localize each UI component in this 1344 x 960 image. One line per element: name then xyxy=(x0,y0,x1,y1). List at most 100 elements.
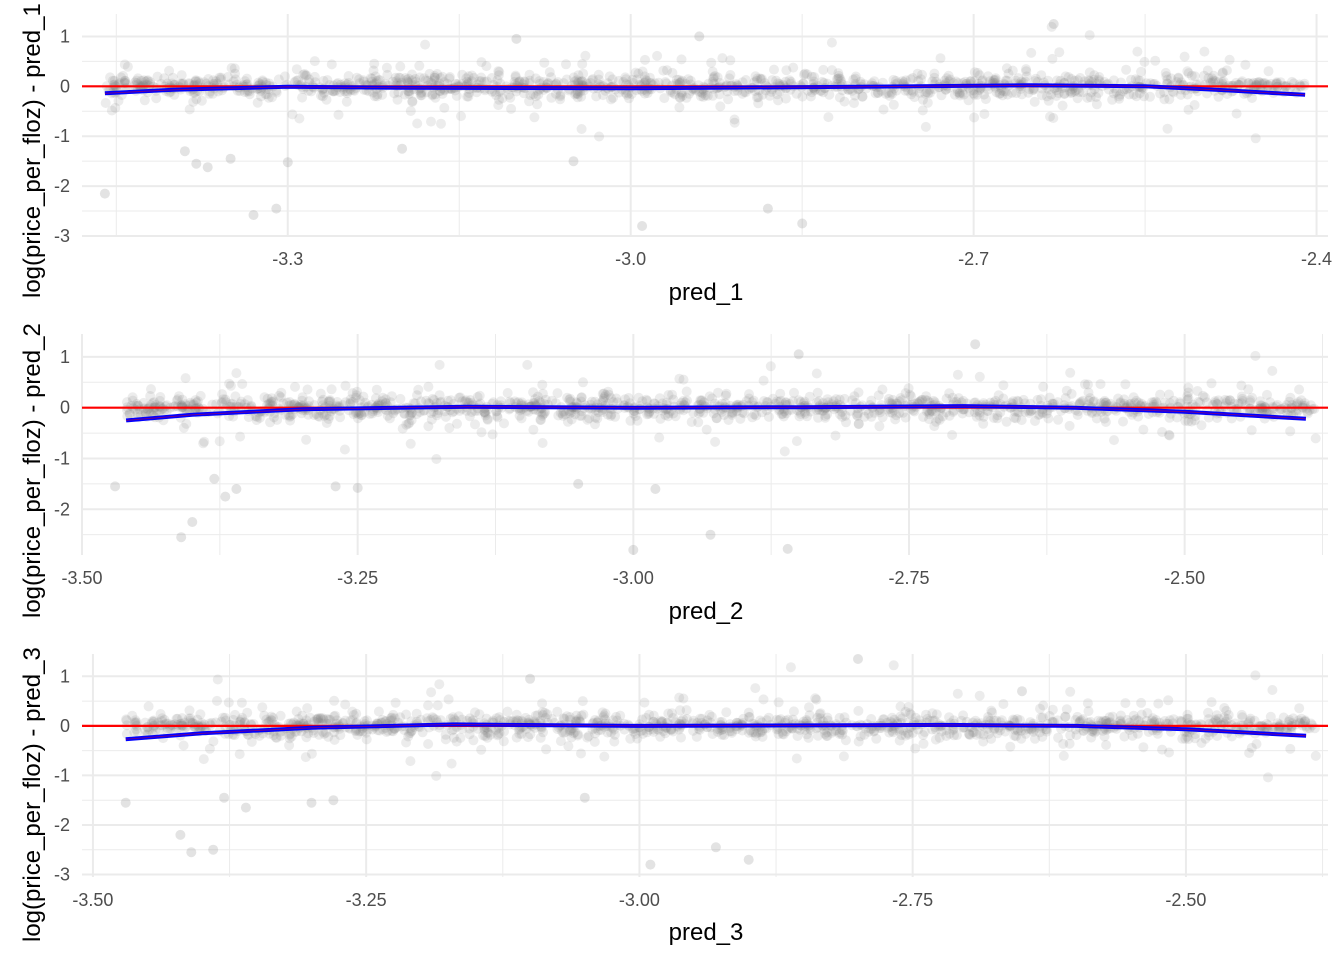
residual-point xyxy=(457,69,468,80)
residual-point xyxy=(1162,74,1173,85)
residual-point xyxy=(151,93,162,104)
residual-point xyxy=(903,701,914,712)
outlier-point xyxy=(202,162,213,173)
residual-point xyxy=(1086,87,1097,98)
residual-point xyxy=(1139,91,1149,102)
y-tick-label: 0 xyxy=(60,398,70,418)
outlier-point xyxy=(282,157,293,168)
residual-point xyxy=(1210,76,1220,87)
residual-point xyxy=(505,92,516,103)
residual-point xyxy=(429,71,440,81)
residual-point xyxy=(677,75,688,86)
residual-point xyxy=(1083,75,1094,86)
residual-point xyxy=(1151,715,1161,725)
residual-point xyxy=(304,77,315,88)
residual-point xyxy=(681,705,692,716)
residual-point xyxy=(878,104,889,115)
residual-point xyxy=(514,76,525,87)
residual-point xyxy=(756,73,767,84)
residual-point xyxy=(199,77,210,88)
residual-point xyxy=(368,87,378,98)
residual-point xyxy=(1202,65,1213,76)
residual-point xyxy=(1183,104,1194,115)
residual-point xyxy=(371,384,382,395)
outlier-point xyxy=(271,203,282,214)
residual-point xyxy=(804,710,815,721)
residual-point xyxy=(502,388,513,398)
residual-point xyxy=(530,73,541,84)
residual-point xyxy=(1082,698,1093,709)
outlier-point xyxy=(110,481,121,492)
residual-point xyxy=(1246,425,1257,436)
residual-point xyxy=(480,410,491,421)
residual-point xyxy=(711,413,722,424)
residual-point xyxy=(177,400,187,411)
residual-point xyxy=(857,91,868,102)
residual-point xyxy=(668,726,679,737)
residual-point xyxy=(920,121,931,132)
residual-point xyxy=(1251,77,1262,88)
residual-point xyxy=(1231,108,1242,119)
residual-point xyxy=(423,739,434,749)
residual-point xyxy=(535,732,546,743)
residual-point xyxy=(1089,70,1100,81)
residual-point xyxy=(1161,71,1172,82)
panel-1-x-axis-label: pred_1 xyxy=(669,279,744,306)
residual-point xyxy=(493,66,504,77)
residual-point xyxy=(667,87,678,98)
outlier-point xyxy=(186,847,197,858)
residual-point xyxy=(575,77,586,87)
residual-point xyxy=(1093,88,1104,98)
residual-point xyxy=(1084,67,1095,78)
residual-point xyxy=(375,75,385,86)
residual-point xyxy=(753,98,764,109)
residual-point xyxy=(1164,94,1175,105)
residual-point xyxy=(405,756,416,767)
residual-point xyxy=(952,369,963,380)
residual-point xyxy=(497,93,508,104)
residual-point xyxy=(223,697,234,708)
residual-point xyxy=(118,70,128,81)
outlier-point xyxy=(628,544,639,555)
residual-point xyxy=(580,50,591,61)
residual-point xyxy=(322,75,333,86)
residual-point xyxy=(1085,92,1096,103)
residual-point xyxy=(908,86,918,97)
residual-point xyxy=(532,99,543,110)
residual-point xyxy=(1130,74,1141,85)
residual-point xyxy=(1060,71,1071,82)
residual-point xyxy=(555,736,566,747)
residual-point xyxy=(1263,772,1273,783)
residual-point xyxy=(958,89,969,100)
residual-point xyxy=(571,88,581,99)
residual-point xyxy=(758,396,769,407)
residual-point xyxy=(393,72,404,83)
residual-point xyxy=(642,395,653,406)
residual-point xyxy=(370,71,381,82)
residual-point xyxy=(848,74,859,85)
outlier-point xyxy=(352,482,363,493)
residual-point xyxy=(437,71,448,82)
outlier-point xyxy=(306,797,317,808)
residual-point xyxy=(577,696,588,707)
residual-point xyxy=(1234,80,1245,90)
residual-point xyxy=(1114,91,1125,102)
residual-point xyxy=(1310,750,1321,761)
residual-point xyxy=(683,74,694,85)
residual-point xyxy=(1120,379,1131,390)
residual-point xyxy=(758,694,769,705)
residual-point xyxy=(476,57,487,68)
residual-point xyxy=(127,710,138,721)
residual-point xyxy=(1060,711,1071,722)
residual-point xyxy=(791,753,802,764)
residual-point xyxy=(395,72,406,83)
outlier-point xyxy=(645,859,656,870)
residual-point xyxy=(302,703,313,714)
residual-point xyxy=(291,64,302,75)
residual-point xyxy=(676,732,686,743)
residual-point xyxy=(430,92,441,103)
residual-point xyxy=(626,89,637,99)
residual-point xyxy=(895,711,906,722)
residual-point xyxy=(726,727,737,738)
residual-point xyxy=(402,77,413,88)
